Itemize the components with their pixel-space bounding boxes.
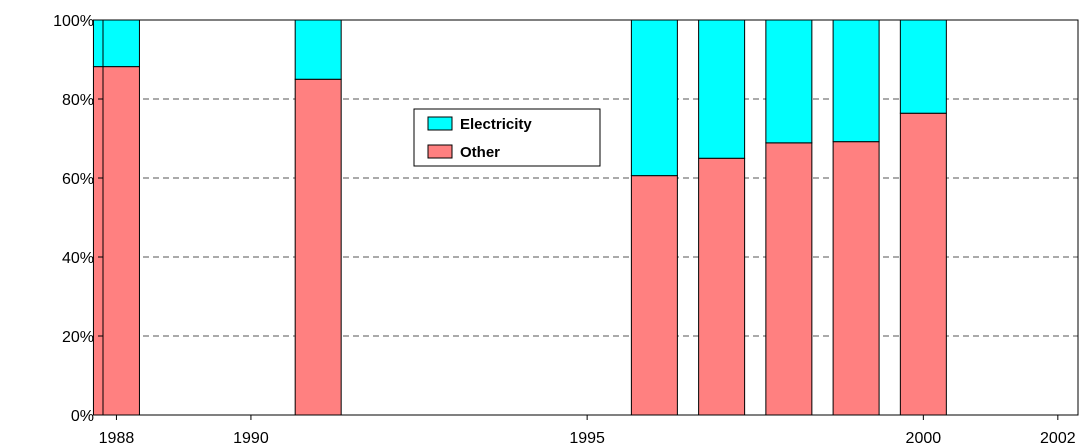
y-tick-label: 20%	[62, 329, 94, 346]
bar-other-1988	[93, 67, 139, 415]
legend-swatch-other	[428, 145, 452, 158]
x-tick-label: 1988	[99, 430, 135, 447]
bar-other-1991	[295, 79, 341, 415]
bar-other-2000	[900, 113, 946, 415]
legend-label-electricity: Electricity	[460, 116, 532, 133]
bar-other-1996	[631, 176, 677, 415]
legend: Electricity Other	[414, 109, 600, 166]
x-tick-label: 2000	[906, 430, 942, 447]
legend-label-other: Other	[460, 144, 500, 161]
bar-electricity-2000	[900, 20, 946, 113]
y-tick-label: 60%	[62, 171, 94, 188]
y-tick-label: 100%	[53, 13, 94, 30]
bar-other-1998	[766, 143, 812, 415]
x-axis-ticks: 1988 1990 1995 2000 2002	[99, 415, 1076, 447]
bar-electricity-1988	[93, 20, 139, 67]
bar-other-1997	[699, 158, 745, 415]
bars	[93, 20, 946, 415]
bar-electricity-1999	[833, 20, 879, 142]
y-tick-label: 0%	[71, 408, 94, 425]
bar-electricity-1991	[295, 20, 341, 79]
bar-electricity-1996	[631, 20, 677, 176]
bar-electricity-1998	[766, 20, 812, 143]
bar-other-1999	[833, 142, 879, 415]
legend-swatch-electricity	[428, 117, 452, 130]
x-tick-label: 2002	[1040, 430, 1076, 447]
x-tick-label: 1995	[569, 430, 605, 447]
bar-electricity-1997	[699, 20, 745, 158]
y-tick-label: 40%	[62, 250, 94, 267]
x-tick-label: 1990	[233, 430, 269, 447]
y-tick-label: 80%	[62, 92, 94, 109]
